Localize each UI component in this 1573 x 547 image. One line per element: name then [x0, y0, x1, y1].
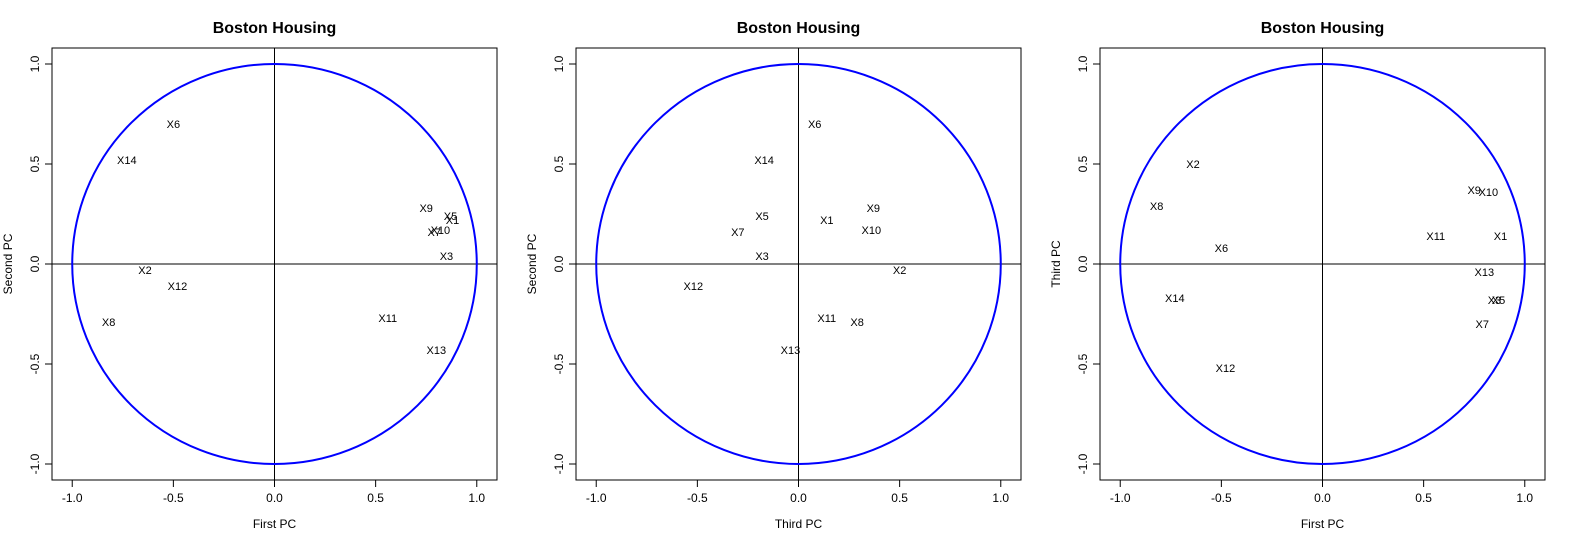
point-label-x8: X8 — [850, 317, 863, 329]
point-label-x6: X6 — [167, 119, 180, 131]
chart-panel-1: -1.0 -0.5 0.0 0.5 1.0 -1.0 -0.5 0.0 0.5 1.0 Boston… — [1, 20, 498, 531]
x-tick-label: -0.5 — [687, 491, 708, 505]
x-tick-label: 0.5 — [891, 491, 908, 505]
point-label-x7: X7 — [1476, 319, 1489, 331]
y-tick-label: 0.0 — [552, 255, 566, 272]
x-tick-label: 1.0 — [468, 491, 485, 505]
point-label-x2: X2 — [1186, 159, 1199, 171]
x-tick-label: 0.5 — [1415, 491, 1432, 505]
point-label-x14: X14 — [1165, 293, 1185, 305]
point-label-x12: X12 — [1216, 363, 1236, 375]
point-label-x10: X10 — [431, 225, 451, 237]
y-axis-label: Second PC — [1, 233, 15, 294]
point-label-x13: X13 — [427, 345, 447, 357]
y-tick-label: -1.0 — [28, 453, 42, 474]
x-axis-label: First PC — [1301, 517, 1345, 531]
point-label-x12: X12 — [684, 281, 704, 293]
y-tick-label: -0.5 — [552, 353, 566, 374]
point-label-x9: X9 — [1467, 185, 1480, 197]
y-tick-label: 0.5 — [28, 155, 42, 172]
point-label-x9: X9 — [419, 203, 432, 215]
chart-panel-2: -1.0 -0.5 0.0 0.5 1.0 -1.0 -0.5 0.0 0.5 1.0 Boston… — [525, 20, 1022, 531]
unit-circle — [71, 63, 478, 465]
point-label-x7: X7 — [731, 227, 744, 239]
point-label-x5: X5 — [755, 211, 768, 223]
point-label-x7: X7 — [428, 227, 441, 239]
x-tick-label: -0.5 — [1211, 491, 1232, 505]
y-tick-label: 0.0 — [28, 255, 42, 272]
y-tick-label: 0.0 — [1076, 255, 1090, 272]
y-tick-label: 1.0 — [28, 55, 42, 72]
point-label-x13: X13 — [781, 345, 801, 357]
y-tick-label: 0.5 — [552, 155, 566, 172]
point-label-x14: X14 — [117, 155, 137, 167]
y-tick-label: -0.5 — [1076, 353, 1090, 374]
point-label-x11: X11 — [817, 313, 836, 325]
y-axis-label: Third PC — [1049, 240, 1063, 288]
chart-title: Boston Housing — [213, 20, 337, 37]
x-tick-label: -1.0 — [586, 491, 607, 505]
point-label-x14: X14 — [754, 155, 774, 167]
point-label-x10: X10 — [862, 225, 882, 237]
x-tick-label: -1.0 — [1110, 491, 1131, 505]
point-label-x6: X6 — [1215, 243, 1228, 255]
point-label-x11: X11 — [378, 313, 397, 325]
point-label-x1: X1 — [446, 215, 459, 227]
chart-title: Boston Housing — [737, 20, 861, 37]
point-label-x13: X13 — [1475, 267, 1495, 279]
x-tick-label: -1.0 — [62, 491, 83, 505]
y-tick-label: -0.5 — [28, 353, 42, 374]
point-label-x10: X10 — [1479, 187, 1499, 199]
x-tick-label: 0.0 — [790, 491, 807, 505]
point-label-x1: X1 — [1494, 231, 1507, 243]
y-tick-label: -1.0 — [552, 453, 566, 474]
y-tick-label: 0.5 — [1076, 155, 1090, 172]
point-label-x3: X3 — [755, 251, 768, 263]
y-tick-label: 1.0 — [552, 55, 566, 72]
point-label-x8: X8 — [102, 317, 115, 329]
point-label-x9: X9 — [867, 203, 880, 215]
point-label-x11: X11 — [1426, 231, 1445, 243]
point-label-x12: X12 — [168, 281, 188, 293]
chart-title: Boston Housing — [1261, 20, 1385, 37]
x-tick-label: 0.0 — [266, 491, 283, 505]
y-tick-label: -1.0 — [1076, 453, 1090, 474]
unit-circle — [595, 63, 1002, 465]
y-tick-label: 1.0 — [1076, 55, 1090, 72]
x-tick-label: 0.0 — [1314, 491, 1331, 505]
point-label-x3: X3 — [440, 251, 453, 263]
x-axis-label: Third PC — [775, 517, 823, 531]
y-axis-label: Second PC — [525, 233, 539, 294]
x-tick-label: 1.0 — [992, 491, 1009, 505]
x-tick-label: -0.5 — [163, 491, 184, 505]
point-label-x1: X1 — [820, 215, 833, 227]
x-axis-label: First PC — [253, 517, 297, 531]
point-label-x5: X5 — [444, 211, 457, 223]
point-label-x2: X2 — [138, 265, 151, 277]
point-label-x5: X5 — [1492, 295, 1505, 307]
x-tick-label: 0.5 — [367, 491, 384, 505]
unit-circle — [1119, 63, 1526, 465]
chart-panel-3: -1.0 -0.5 0.0 0.5 1.0 -1.0 -0.5 0.0 0.5 1.0 Boston… — [1049, 20, 1546, 531]
x-tick-label: 1.0 — [1516, 491, 1533, 505]
point-label-x8: X8 — [1150, 201, 1163, 213]
point-label-x3: X3 — [1488, 295, 1501, 307]
point-label-x6: X6 — [808, 119, 821, 131]
point-label-x2: X2 — [893, 265, 906, 277]
